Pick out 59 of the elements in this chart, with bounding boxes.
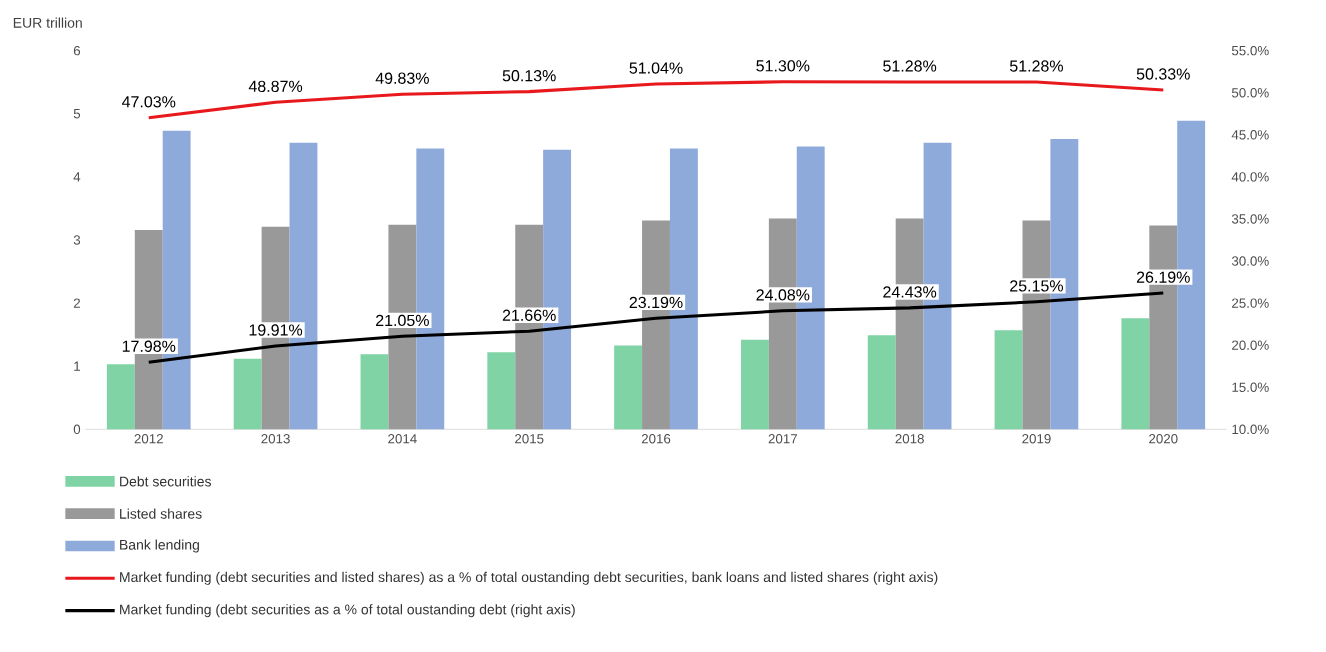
x-tick-label: 2013 [261,434,290,444]
bar [233,358,262,430]
legend-label: Bank lending [120,539,199,553]
x-tick-label: 2019 [1022,434,1051,444]
y2-tick-label: 40.0% [1231,172,1269,182]
x-tick-label: 2017 [768,434,797,444]
data-label: 47.03% [122,96,176,108]
data-label: 51.30% [756,60,810,72]
data-label: 21.66% [502,309,556,321]
y2-tick-label: 10.0% [1232,424,1269,435]
y-tick-label: 1 [74,361,80,371]
data-label: 50.33% [1136,68,1190,80]
bar [1121,318,1150,430]
bar [487,352,516,430]
bar [614,345,643,430]
bar [994,330,1023,430]
y-tick-label: 2 [73,298,80,308]
data-label: 25.15% [1010,280,1064,292]
bar [740,339,769,430]
legend-label: Market funding (debt securities and listed shares) as a % of total oustanding debt securities, bank loans and listed shares (right axis) [120,571,938,585]
y-tick-label: 6 [73,45,81,56]
data-label: 24.08% [756,289,810,301]
legend-label: Market funding (debt securities as a % of total oustanding debt (right axis) [120,604,575,618]
y-axis-title: EUR trillion [13,17,82,28]
y2-tick-label: 25.0% [1232,298,1269,308]
y2-tick-label: 55.0% [1231,45,1269,56]
y-tick-label: 0 [73,424,81,435]
data-label: 19.91% [249,324,303,336]
data-label: 23.19% [629,296,683,309]
y2-tick-label: 15.0% [1232,382,1269,392]
x-tick-label: 2014 [388,434,417,444]
y2-tick-label: 20.0% [1232,340,1269,350]
y2-tick-label: 45.0% [1231,130,1269,140]
data-label: 51.04% [629,62,683,74]
y-tick-label: 5 [73,109,81,119]
data-label: 21.05% [376,314,429,327]
x-tick-label: 2018 [895,434,924,444]
data-label: 49.83% [375,72,429,84]
data-label: 50.13% [502,70,556,82]
legend-label: Listed shares [120,508,202,519]
bar [106,364,135,430]
data-label: 24.43% [883,286,937,298]
data-label: 17.98% [122,340,176,352]
x-tick-label: 2015 [515,434,544,444]
y2-tick-label: 35.0% [1231,214,1269,224]
x-tick-label: 2016 [641,434,671,444]
x-tick-label: 2020 [1149,434,1178,444]
y2-tick-label: 50.0% [1231,88,1269,98]
data-label: 51.28% [883,60,937,72]
data-label: 51.28% [1009,60,1064,72]
bar [360,354,389,430]
x-tick-label: 2012 [134,434,163,444]
y-tick-label: 3 [73,235,81,245]
bar [867,335,896,430]
legend-label: Debt securities [120,476,211,487]
data-label: 26.19% [1136,271,1190,283]
y-tick-label: 4 [73,172,81,182]
y2-tick-label: 30.0% [1231,256,1269,266]
data-label: 48.87% [248,80,303,92]
